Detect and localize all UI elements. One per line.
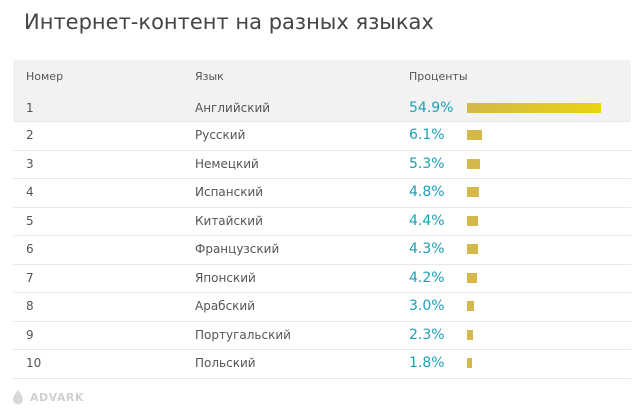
- table-row: 7 Японский 4.2%: [13, 265, 631, 293]
- percent-bar: [467, 103, 601, 113]
- percent-bar: [467, 187, 479, 197]
- row-percent-label: 5.3%: [409, 155, 445, 172]
- percent-bar: [467, 158, 480, 169]
- percent-bar: [467, 244, 478, 254]
- table-row: 5 Китайский 4.4%: [13, 208, 631, 236]
- row-language: Испанский: [195, 185, 264, 199]
- row-percent-label: 54.9%: [409, 100, 454, 116]
- row-language: Китайский: [195, 213, 263, 228]
- row-rank: 8: [26, 299, 34, 313]
- percent-bar: [467, 329, 473, 340]
- percent-bar: [467, 130, 482, 140]
- row-language: Японский: [195, 270, 256, 285]
- row-rank: 7: [26, 270, 34, 285]
- table-body: 1 Английский 54.9% 2 Русский 6.1% 3 Немецкий 5.3…: [13, 95, 631, 379]
- table-row: 1 Английский 54.9%: [13, 95, 631, 122]
- row-language: Португальский: [195, 327, 291, 342]
- row-percent-label: 2.3%: [409, 326, 445, 343]
- row-language: Немецкий: [195, 156, 259, 171]
- row-percent-label: 1.8%: [409, 355, 445, 371]
- row-percent-label: 4.2%: [409, 269, 445, 286]
- row-rank: 3: [26, 156, 34, 171]
- row-rank: 4: [26, 185, 34, 199]
- drop-icon: [13, 390, 23, 405]
- table-row: 2 Русский 6.1%: [13, 122, 631, 151]
- row-percent-label: 6.1%: [409, 127, 445, 143]
- row-percent-label: 4.3%: [409, 241, 445, 257]
- header-language: Язык: [195, 70, 224, 83]
- row-rank: 1: [26, 101, 34, 115]
- row-language: Арабский: [195, 299, 256, 313]
- row-language: Польский: [195, 356, 256, 370]
- percent-bar: [467, 272, 478, 283]
- row-language: Английский: [195, 101, 271, 115]
- table-row: 8 Арабский 3.0%: [13, 293, 631, 322]
- table-row: 9 Португальский 2.3%: [13, 322, 631, 350]
- row-language: Русский: [195, 128, 246, 142]
- language-table: Номер Язык Проценты 1 Английский 54.9% 2 Рус…: [13, 60, 631, 379]
- header-percent: Проценты: [409, 70, 468, 83]
- percent-bar: [467, 215, 478, 226]
- percent-bar: [467, 301, 475, 311]
- logo-text: ADVARK: [30, 390, 84, 404]
- advark-logo: ADVARK: [10, 389, 84, 405]
- row-language: Французский: [195, 242, 280, 256]
- row-rank: 10: [26, 356, 42, 370]
- percent-bar: [467, 358, 472, 368]
- table-row: 6 Французский 4.3%: [13, 236, 631, 265]
- header-rank: Номер: [26, 70, 64, 83]
- row-percent-label: 4.8%: [409, 184, 445, 200]
- row-rank: 5: [26, 213, 34, 228]
- row-percent-label: 3.0%: [409, 298, 445, 314]
- row-rank: 9: [26, 327, 34, 342]
- row-rank: 6: [26, 242, 34, 256]
- row-rank: 2: [26, 128, 34, 142]
- table-row: 3 Немецкий 5.3%: [13, 151, 631, 179]
- table-row: 4 Испанский 4.8%: [13, 179, 631, 208]
- row-percent-label: 4.4%: [409, 212, 445, 229]
- table-row: 10 Польский 1.8%: [13, 350, 631, 379]
- table-header: Номер Язык Проценты: [13, 60, 631, 95]
- page-title: Интернет-контент на разных языках: [24, 10, 434, 34]
